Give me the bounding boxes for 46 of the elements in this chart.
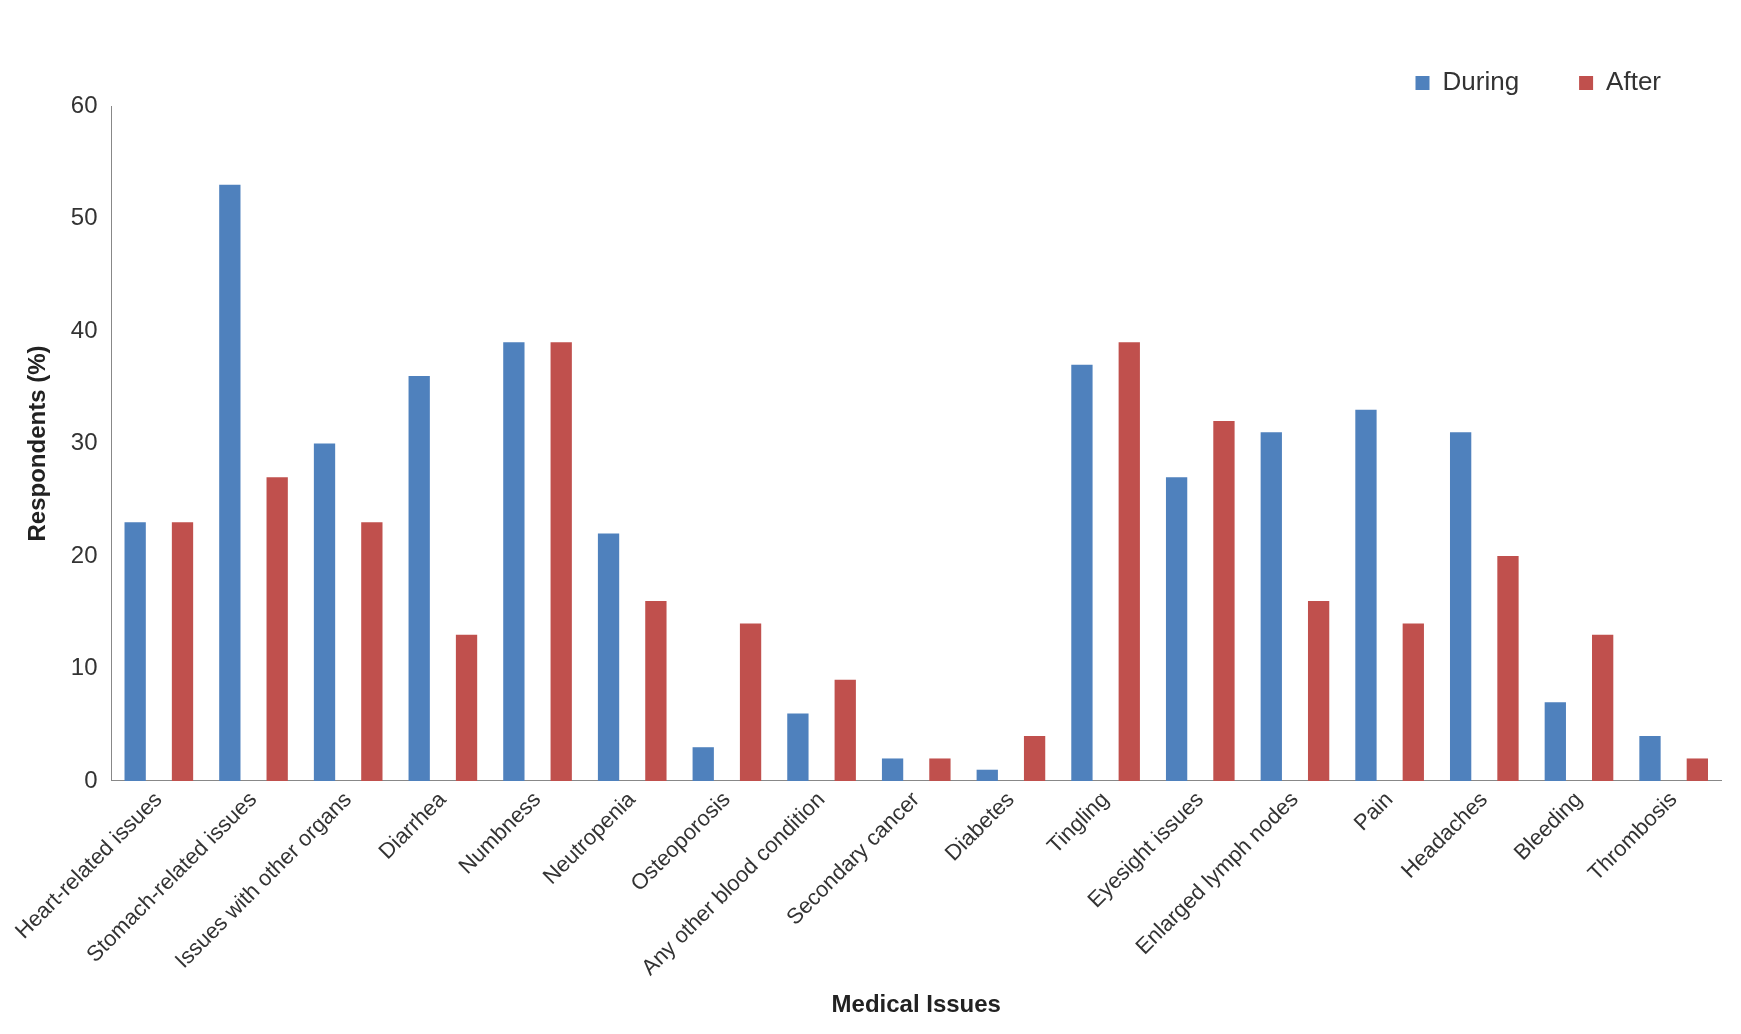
bar: [219, 184, 241, 781]
bar: [266, 477, 288, 781]
bar: [1592, 634, 1614, 781]
bar: [1639, 735, 1661, 781]
bar: [455, 634, 478, 781]
legend-label: During: [1442, 66, 1520, 97]
x-tick-label: Pain: [1348, 786, 1398, 836]
bar: [1118, 342, 1140, 781]
bar: [171, 522, 194, 781]
y-tick-label: 0: [84, 765, 98, 793]
bar: [408, 375, 430, 781]
bar: [739, 623, 762, 781]
bar: [313, 443, 336, 781]
bar: [1023, 735, 1046, 781]
bar: [503, 342, 525, 781]
bar: [124, 522, 146, 781]
bar: [1449, 432, 1472, 781]
bar: [1497, 555, 1519, 781]
y-tick-label: 30: [70, 428, 98, 456]
bar: [976, 769, 998, 781]
bar: [881, 758, 904, 781]
y-tick-label: 20: [70, 540, 98, 568]
bar: [787, 713, 809, 781]
bar: [1071, 364, 1093, 781]
bar: [1402, 623, 1424, 781]
bar: [1544, 702, 1566, 781]
bar: [1260, 432, 1282, 781]
legend-label: After: [1606, 66, 1662, 97]
bar: [834, 679, 856, 781]
bar: [1686, 758, 1708, 781]
bar: [1213, 420, 1235, 781]
y-tick-label: 40: [70, 315, 98, 343]
y-tick-label: 50: [70, 203, 98, 231]
bar: [1355, 409, 1377, 781]
bar: [645, 600, 667, 781]
bar: [550, 342, 572, 781]
y-tick-label: 60: [70, 90, 98, 118]
bar: [597, 533, 620, 781]
bar: [361, 522, 383, 781]
x-axis-title: Medical Issues: [831, 990, 1001, 1018]
bar: [692, 747, 714, 781]
y-tick-label: 10: [70, 653, 98, 681]
y-axis-title: Respondents (%): [23, 345, 51, 542]
bar: [1307, 600, 1330, 781]
bar: [1165, 477, 1188, 781]
bar: [929, 758, 951, 781]
